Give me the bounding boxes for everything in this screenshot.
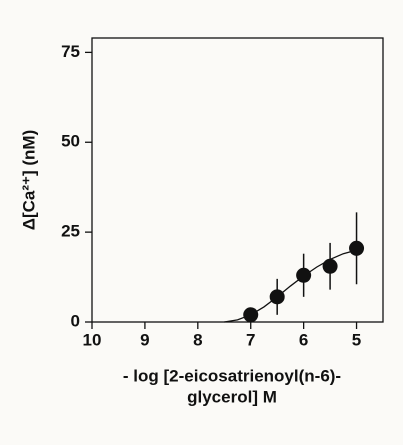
data-point xyxy=(296,267,312,283)
data-point xyxy=(349,240,365,256)
fit-curve xyxy=(224,249,357,323)
y-axis-label: Δ[Ca²⁺] (nM) xyxy=(19,130,38,231)
x-tick-label: 6 xyxy=(299,330,308,349)
plot-frame xyxy=(91,37,384,323)
data-point xyxy=(243,307,259,323)
x-tick-label: 7 xyxy=(246,330,255,349)
x-tick-label: 9 xyxy=(140,330,149,349)
y-tick-label: 25 xyxy=(61,222,80,241)
x-tick-label: 8 xyxy=(193,330,202,349)
y-tick-label: 50 xyxy=(61,132,80,151)
x-tick-label: 10 xyxy=(83,330,102,349)
x-axis-label: - log [2-eicosatrienoyl(n-6)- xyxy=(123,366,341,385)
data-point xyxy=(269,289,285,305)
y-tick-label: 75 xyxy=(61,42,80,61)
x-axis-label: glycerol] M xyxy=(187,387,277,406)
x-tick-label: 5 xyxy=(352,330,361,349)
y-tick-label: 0 xyxy=(71,311,80,330)
data-point xyxy=(322,258,338,274)
